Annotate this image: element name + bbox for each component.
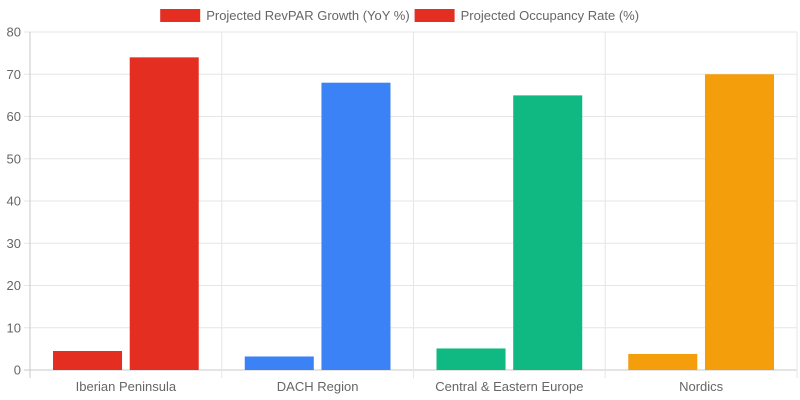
y-tick-label: 50 [7, 151, 21, 166]
legend-label[interactable]: Projected RevPAR Growth (YoY %) [206, 8, 410, 23]
y-tick-label: 60 [7, 109, 21, 124]
legend-label[interactable]: Projected Occupancy Rate (%) [461, 8, 639, 23]
y-tick-label: 80 [7, 25, 21, 40]
bar-revpar-growth[interactable] [436, 348, 506, 370]
x-tick-label: Central & Eastern Europe [435, 379, 583, 394]
bar-revpar-growth[interactable] [53, 350, 123, 370]
y-tick-label: 20 [7, 278, 21, 293]
x-axis: Iberian Peninsula DACH Region Central & Ea… [76, 379, 724, 394]
y-tick-label: 30 [7, 236, 21, 251]
y-tick-label: 40 [7, 194, 21, 209]
bars [53, 57, 774, 370]
y-tick-label: 0 [14, 363, 21, 378]
legend-swatch [160, 9, 201, 22]
bar-occupancy-rate[interactable] [321, 82, 391, 370]
bar-occupancy-rate[interactable] [129, 57, 199, 370]
bar-revpar-growth[interactable] [244, 356, 314, 370]
legend: Projected RevPAR Growth (YoY %) Projected… [160, 8, 639, 23]
bar-occupancy-rate[interactable] [513, 95, 583, 370]
x-tick-label: DACH Region [277, 379, 359, 394]
legend-swatch [414, 9, 455, 22]
bar-occupancy-rate[interactable] [704, 74, 774, 370]
y-tick-label: 10 [7, 320, 21, 335]
x-tick-label: Iberian Peninsula [76, 379, 177, 394]
y-tick-label: 70 [7, 67, 21, 82]
y-axis: 0 10 20 30 40 50 60 70 80 [7, 25, 21, 378]
x-tick-label: Nordics [679, 379, 724, 394]
bar-revpar-growth[interactable] [628, 353, 698, 370]
